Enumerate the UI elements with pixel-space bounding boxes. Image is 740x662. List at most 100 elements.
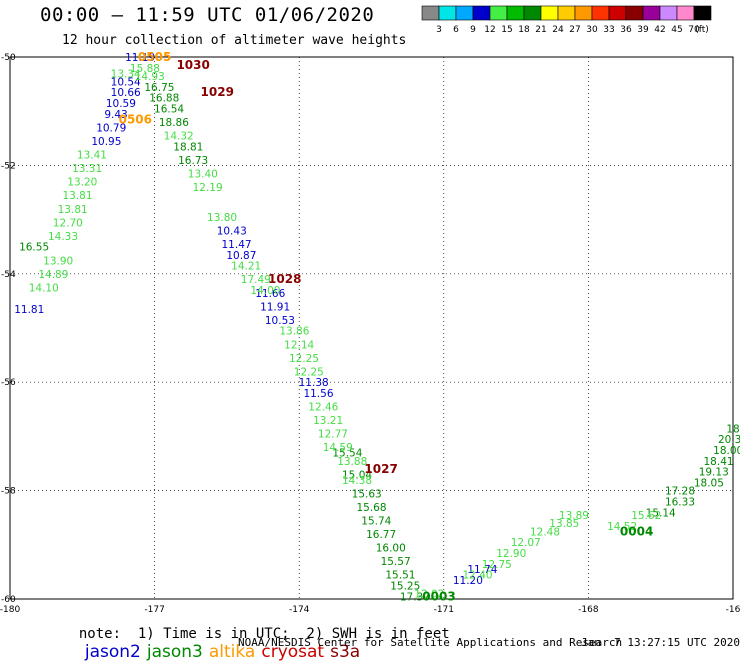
- data-point-label-jason3-light: 13.81: [62, 190, 92, 202]
- data-point-label-jason3: 16.55: [19, 242, 49, 254]
- data-point-label-jason3-light: 12.40: [463, 570, 493, 582]
- data-point-label-jason3-light: 13.41: [77, 150, 107, 162]
- colorbar-tick-label: 33: [603, 25, 614, 35]
- data-point-label-jason3: 15.54: [332, 448, 362, 460]
- colorbar-tick-label: 39: [637, 25, 649, 35]
- colorbar-tick-label: 42: [654, 25, 665, 35]
- data-point-label-jason3-light: 12.25: [294, 366, 324, 378]
- data-point-label-jason2: 11.38: [299, 377, 329, 389]
- data-point-label-jason3: 15.14: [646, 507, 676, 519]
- colorbar-tick-label: 3: [436, 25, 442, 35]
- page-subtitle: 12 hour collection of altimeter wave hei…: [62, 33, 407, 48]
- x-tick-label: -168: [578, 605, 599, 615]
- data-point-label-jason3-light: 13.34: [111, 68, 141, 80]
- colorbar-tick-label: 24: [552, 25, 564, 35]
- data-point-label-jason2: 10.59: [106, 98, 136, 110]
- data-point-label-jason3-light: 12.90: [496, 548, 526, 560]
- data-point-label-jason3-light: 12.25: [289, 353, 319, 365]
- data-point-label-jason3-time: 0004: [620, 524, 653, 538]
- data-point-label-jason3: 16.77: [366, 529, 396, 541]
- data-point-label-jason3: 18.81: [173, 141, 203, 153]
- data-point-label-jason2: 11.47: [222, 239, 252, 251]
- color-legend: 3 6 9 12 15 18 21 24 27 30 33 36 39 42 45 70(ft): [421, 5, 712, 35]
- colorbar-tick-label: 30: [586, 25, 598, 35]
- data-point-label-jason2: 11.56: [303, 388, 333, 400]
- data-point-label-altika: 0506: [119, 112, 152, 126]
- colorbar-tick-label: 15: [501, 25, 512, 35]
- data-point-label-jason3: 18: [726, 423, 739, 435]
- data-point-label-jason2: 11.81: [14, 304, 44, 316]
- data-point-label-jason3: 20.35: [718, 434, 740, 446]
- data-point-label-jason3-light: 17.49: [241, 274, 271, 286]
- data-point-label-jason3-time: 0003: [422, 589, 455, 603]
- data-point-label-jason3-light: 12.75: [482, 559, 512, 571]
- data-point-label-jason3-light: 12.46: [308, 402, 338, 414]
- data-point-label-jason3-light: 14.21: [231, 261, 261, 273]
- data-point-label-jason3-light: 14.33: [48, 231, 78, 243]
- data-point-label-jason3-light: 14.32: [164, 131, 194, 143]
- data-point-label-jason3-light: 14.00: [250, 285, 280, 297]
- x-tick-label: -180: [0, 605, 20, 615]
- data-point-label-jason3-light: 13.89: [559, 510, 589, 522]
- data-point-label-jason3-light: 14.10: [29, 282, 59, 294]
- data-point-label-jason3-light: 12.02: [414, 589, 444, 601]
- legend-jason2: jason2: [84, 642, 141, 662]
- colorbar-tick-label: 36: [620, 25, 632, 35]
- colorbar-unit: (ft): [695, 25, 709, 35]
- data-point-label-jason2: 10.43: [217, 225, 247, 237]
- data-point-label-jason3: 18.00: [713, 445, 740, 457]
- x-tick-label: -174: [289, 605, 310, 615]
- data-point-label-s3a: 1030: [176, 58, 209, 72]
- data-point-label-jason3-light: 12.48: [530, 526, 560, 538]
- data-point-label-jason2: 10.79: [96, 122, 126, 134]
- y-tick-label: -52: [1, 161, 16, 171]
- data-point-label-jason3: 15.04: [342, 469, 372, 481]
- y-tick-label: -54: [1, 270, 16, 280]
- data-point-label-s3a: 1027: [364, 462, 397, 476]
- data-point-label-jason3: 15.57: [381, 556, 411, 568]
- data-point-label-jason2: 11.19: [125, 52, 155, 64]
- data-point-label-jason2: 10.87: [226, 250, 256, 262]
- updated-timestamp: Jan 7 13:27:15 UTC 2020: [581, 636, 740, 649]
- colorbar-tick-label: 6: [453, 25, 459, 35]
- x-tick-label: -177: [144, 605, 164, 615]
- data-point-label-jason2: 9.43: [104, 109, 127, 121]
- data-point-label-jason3: 19.13: [699, 467, 729, 479]
- data-point-label-jason3-light: 14.89: [38, 269, 68, 281]
- data-point-label-jason2: 11.66: [255, 288, 285, 300]
- y-tick-label: -58: [1, 487, 16, 497]
- colorbar-tick-label: 9: [470, 25, 476, 35]
- page-title: 00:00 – 11:59 UTC 01/06/2020: [40, 4, 375, 26]
- data-point-label-jason3: 15.25: [390, 580, 420, 592]
- data-point-label-jason3: 16.88: [149, 93, 179, 105]
- data-point-label-jason3: 18.05: [694, 477, 724, 489]
- data-point-label-jason3: 17.28: [665, 486, 695, 498]
- x-tick-label: -171: [434, 605, 454, 615]
- data-point-label-jason3: 16.00: [376, 543, 406, 555]
- data-point-label-s3a: 1028: [268, 272, 301, 286]
- data-point-label-jason3-light: 14.93: [135, 71, 165, 83]
- y-tick-label: -56: [1, 378, 16, 388]
- data-point-label-jason3-light: 13.88: [337, 456, 367, 468]
- data-point-label-jason3-light: 12.77: [318, 429, 348, 441]
- legend-jason3: jason3: [146, 642, 203, 662]
- credit-line: NOAA/NESDIS Center for Satellite Applica…: [238, 636, 623, 649]
- data-point-label-jason3-light: 12.14: [284, 339, 314, 351]
- colorbar-tick-label: 12: [484, 25, 495, 35]
- data-point-label-jason3: 17.37: [400, 591, 430, 603]
- data-point-label-jason2: 10.66: [111, 87, 141, 99]
- data-point-label-jason3-light: 14.52: [607, 521, 637, 533]
- colorbar-tick-label: 70: [688, 25, 700, 35]
- data-point-label-jason3: 18.41: [704, 456, 734, 468]
- data-point-label-jason3-light: 13.86: [279, 326, 309, 338]
- colorbar-tick-label: 18: [518, 25, 530, 35]
- data-point-label-jason3-light: 13.81: [58, 204, 88, 216]
- data-point-label-jason3-light: 13.40: [188, 169, 218, 181]
- plot-frame: [9, 56, 734, 600]
- data-point-label-jason3-light: 14.59: [323, 442, 353, 454]
- data-point-label-jason2: 11.20: [453, 575, 483, 587]
- data-point-label-altika: 0505: [138, 50, 171, 64]
- data-point-label-s3a: 1029: [201, 85, 234, 99]
- data-point-label-jason2: 11.91: [260, 301, 290, 313]
